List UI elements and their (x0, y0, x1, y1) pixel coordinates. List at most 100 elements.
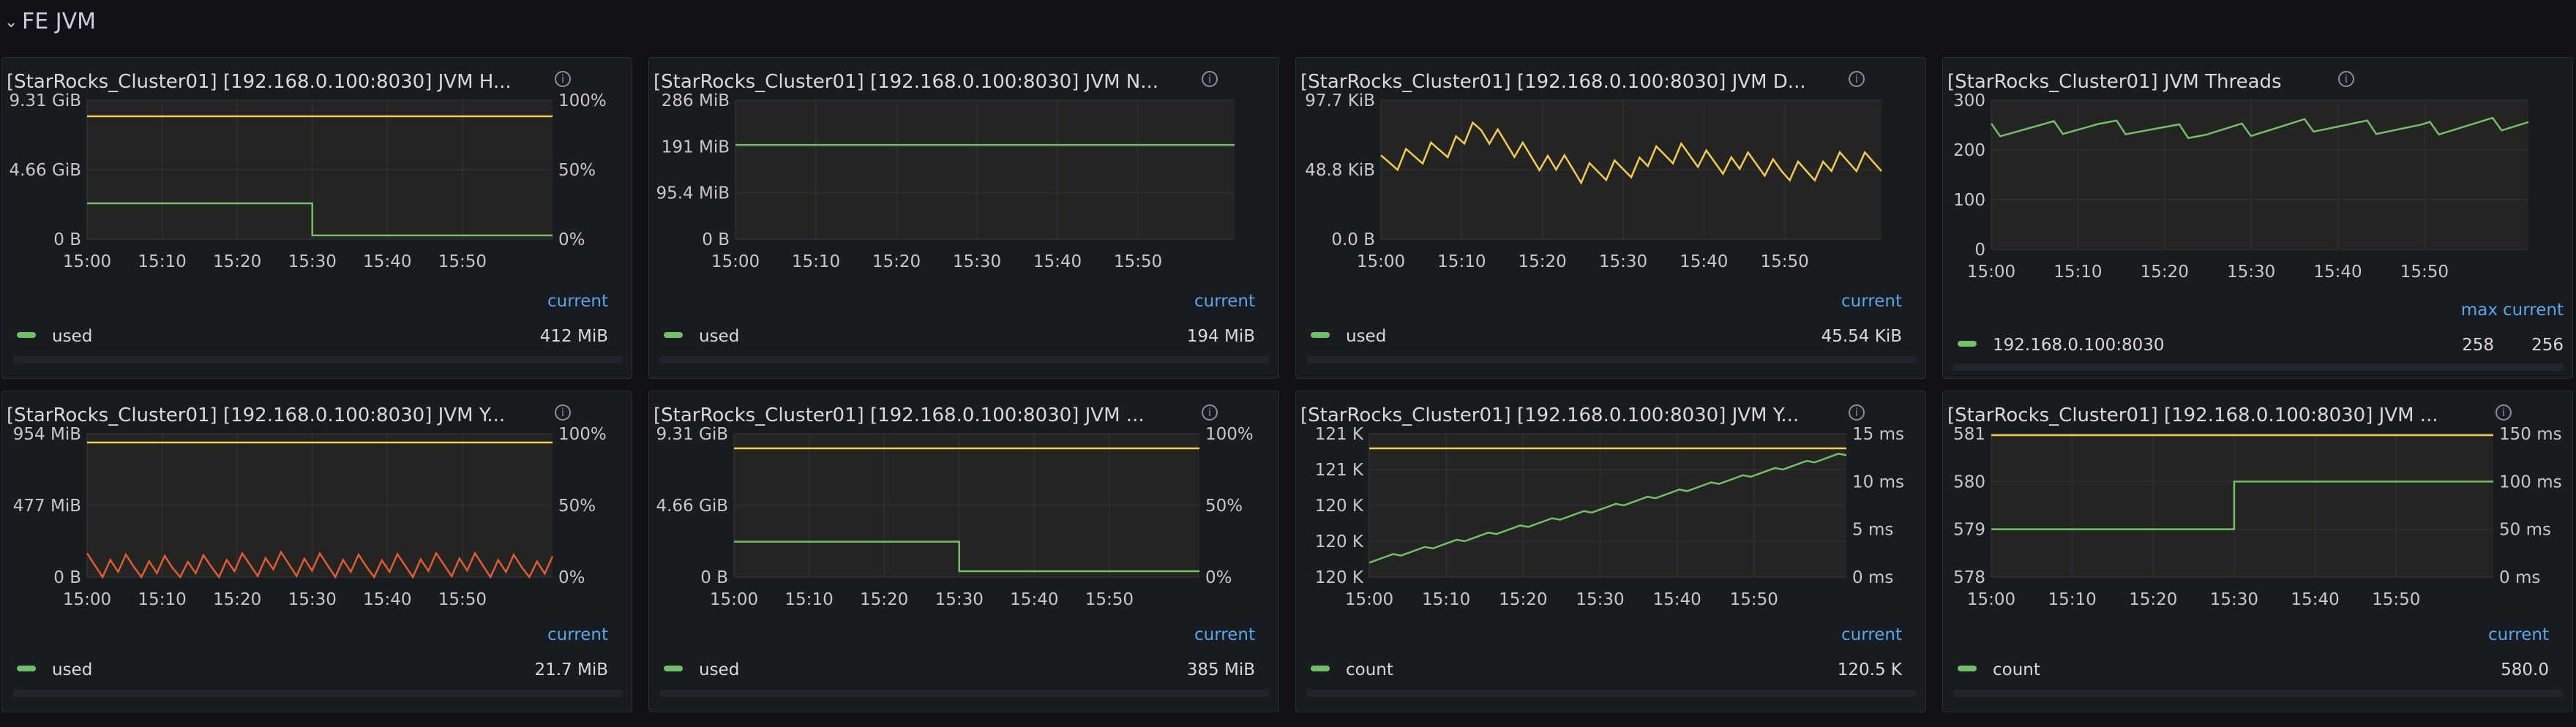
info-icon[interactable]: i (2338, 71, 2354, 87)
panel-title[interactable]: [StarRocks_Cluster01] [192.168.0.100:803… (1300, 71, 1806, 93)
x-tick-label: 15:40 (1033, 252, 1082, 271)
series-line[interactable] (1380, 121, 1882, 185)
legend-scrollbar[interactable] (1306, 690, 1917, 697)
y-tick-label: 0 B (700, 568, 728, 587)
legend-value: 580.0 (2501, 660, 2549, 679)
panel-1[interactable]: [StarRocks_Cluster01] [192.168.0.100:803… (1, 57, 632, 379)
legend-label: count (1993, 660, 2040, 679)
series-line[interactable] (1991, 481, 2493, 530)
x-tick-label: 15:30 (2227, 263, 2275, 282)
legend-scrollbar[interactable] (1953, 364, 2564, 371)
y-right-tick-label: 50% (558, 497, 596, 516)
y-tick-label: 0.0 B (1331, 230, 1375, 249)
info-icon[interactable]: i (555, 71, 571, 87)
chart[interactable]: 286 MiB 191 MiB 95.4 MiB 0 B 15:00 15:10 15:20… (649, 58, 1279, 379)
plot-area (735, 100, 1235, 239)
legend-value: 120.5 K (1837, 660, 1902, 679)
x-tick-label: 15:30 (1599, 252, 1647, 271)
y-right-tick-label: 50% (1205, 497, 1243, 516)
chart[interactable]: 97.7 KiB 48.8 KiB 0.0 B 15:00 15:10 15:20 15:3… (1296, 58, 1926, 379)
info-icon[interactable]: i (1202, 404, 1218, 421)
chart[interactable]: 300 200 100 0 15:00 15:10 15:20 15:30 15:40 15:50 (1943, 58, 2573, 379)
panel-title[interactable]: [StarRocks_Cluster01] JVM Threads (1947, 71, 2282, 93)
legend-scrollbar[interactable] (659, 356, 1270, 364)
info-icon[interactable]: i (1849, 404, 1865, 421)
plot-area (1991, 434, 2493, 577)
legend-item[interactable]: used (664, 327, 739, 346)
legend-scrollbar[interactable] (1953, 690, 2564, 697)
legend-header-current[interactable]: current (547, 625, 608, 644)
chart[interactable]: 581 580 579 578 150 ms 100 ms 50 ms 0 ms 15:00 15… (1943, 391, 2573, 712)
legend-label: used (699, 327, 740, 346)
legend-scrollbar[interactable] (12, 690, 623, 697)
chevron-down-icon[interactable]: ⌄ (4, 13, 18, 31)
chart[interactable]: 9.31 GiB 4.66 GiB 0 B 100% 50% 0% 15:00 15:10 15… (2, 58, 632, 379)
legend-header-current[interactable]: current (1841, 292, 1902, 311)
panel-title[interactable]: [StarRocks_Cluster01] [192.168.0.100:803… (7, 404, 506, 426)
chart[interactable]: 9.31 GiB 4.66 GiB 0 B 100% 50% 0% 15:00 15:10 15… (649, 391, 1279, 712)
legend-header-current[interactable]: current (1194, 292, 1255, 311)
series-line[interactable] (1990, 116, 2529, 140)
chart[interactable]: 954 MiB 477 MiB 0 B 100% 50% 0% 15:00 15:10 15:2… (2, 391, 632, 712)
legend-item[interactable]: used (664, 660, 739, 679)
legend-item[interactable]: used (17, 660, 92, 679)
x-tick-label: 15:10 (1422, 590, 1470, 609)
x-tick-label: 15:30 (2210, 590, 2258, 609)
panel-title[interactable]: [StarRocks_Cluster01] [192.168.0.100:803… (654, 404, 1145, 426)
x-tick-label: 15:00 (1967, 263, 2015, 282)
panel-3[interactable]: [StarRocks_Cluster01] [192.168.0.100:803… (1295, 57, 1926, 379)
section-header[interactable]: ⌄ FE JVM (0, 0, 2576, 47)
series-line[interactable] (87, 202, 553, 237)
legend-item[interactable]: 192.168.0.100:8030 (1958, 336, 2165, 355)
info-icon[interactable]: i (555, 404, 571, 421)
x-tick-label: 15:50 (2372, 590, 2420, 609)
x-tick-label: 15:20 (1518, 252, 1566, 271)
legend-item[interactable]: count (1958, 660, 2040, 679)
legend-swatch (664, 331, 683, 338)
x-tick-label: 15:10 (2048, 590, 2096, 609)
legend-scrollbar[interactable] (659, 690, 1270, 697)
legend-header-current[interactable]: current (1841, 625, 1902, 644)
x-tick-label: 15:30 (935, 590, 984, 609)
legend-item[interactable]: used (1311, 327, 1386, 346)
legend-header-max[interactable]: max (2460, 301, 2498, 320)
series-line[interactable] (1368, 453, 1847, 564)
legend-item[interactable]: used (17, 327, 92, 346)
legend-item[interactable]: count (1311, 660, 1393, 679)
legend-header-current[interactable]: current (2488, 625, 2549, 644)
info-icon[interactable]: i (2496, 404, 2512, 421)
legend-value: 256 (2531, 336, 2564, 355)
legend-header-current[interactable]: current (1194, 625, 1255, 644)
panel-2[interactable]: [StarRocks_Cluster01] [192.168.0.100:803… (648, 57, 1279, 379)
legend-header-current[interactable]: current (547, 292, 608, 311)
panel-title[interactable]: [StarRocks_Cluster01] [192.168.0.100:803… (654, 71, 1159, 93)
x-tick-label: 15:10 (2053, 263, 2102, 282)
legend-swatch (664, 665, 683, 671)
panel-8[interactable]: [StarRocks_Cluster01] [192.168.0.100:803… (1942, 391, 2573, 712)
x-tick-label: 15:20 (860, 590, 908, 609)
x-tick-label: 15:30 (953, 252, 1001, 271)
x-tick-label: 15:00 (1357, 252, 1405, 271)
legend-scrollbar[interactable] (1306, 356, 1917, 364)
panel-title[interactable]: [StarRocks_Cluster01] [192.168.0.100:803… (7, 71, 512, 93)
legend-header-current[interactable]: current (2503, 301, 2564, 320)
y-tick-label: 0 B (702, 230, 730, 249)
x-tick-label: 15:20 (2129, 590, 2177, 609)
panel-title[interactable]: [StarRocks_Cluster01] [192.168.0.100:803… (1947, 404, 2438, 426)
chart[interactable]: 121 K 121 K 120 K 120 K 120 K 15 ms 10 ms 5 ms 0… (1296, 391, 1926, 712)
panel-5[interactable]: [StarRocks_Cluster01] [192.168.0.100:803… (1, 391, 632, 712)
y-tick-label: 9.31 GiB (9, 91, 81, 110)
info-icon[interactable]: i (1202, 71, 1218, 87)
info-icon[interactable]: i (1849, 71, 1865, 87)
y-right-tick-label: 50 ms (2499, 521, 2551, 540)
series-line[interactable] (734, 540, 1199, 573)
panel-title[interactable]: [StarRocks_Cluster01] [192.168.0.100:803… (1300, 404, 1800, 426)
legend-value: 45.54 KiB (1821, 327, 1902, 346)
x-tick-label: 15:50 (1730, 590, 1778, 609)
series-line[interactable] (86, 550, 554, 579)
x-tick-label: 15:40 (1680, 252, 1728, 271)
panel-7[interactable]: [StarRocks_Cluster01] [192.168.0.100:803… (1295, 391, 1926, 712)
panel-6[interactable]: [StarRocks_Cluster01] [192.168.0.100:803… (648, 391, 1279, 712)
panel-4[interactable]: [StarRocks_Cluster01] JVM Threads i 300 200… (1942, 57, 2573, 379)
legend-scrollbar[interactable] (12, 356, 623, 364)
